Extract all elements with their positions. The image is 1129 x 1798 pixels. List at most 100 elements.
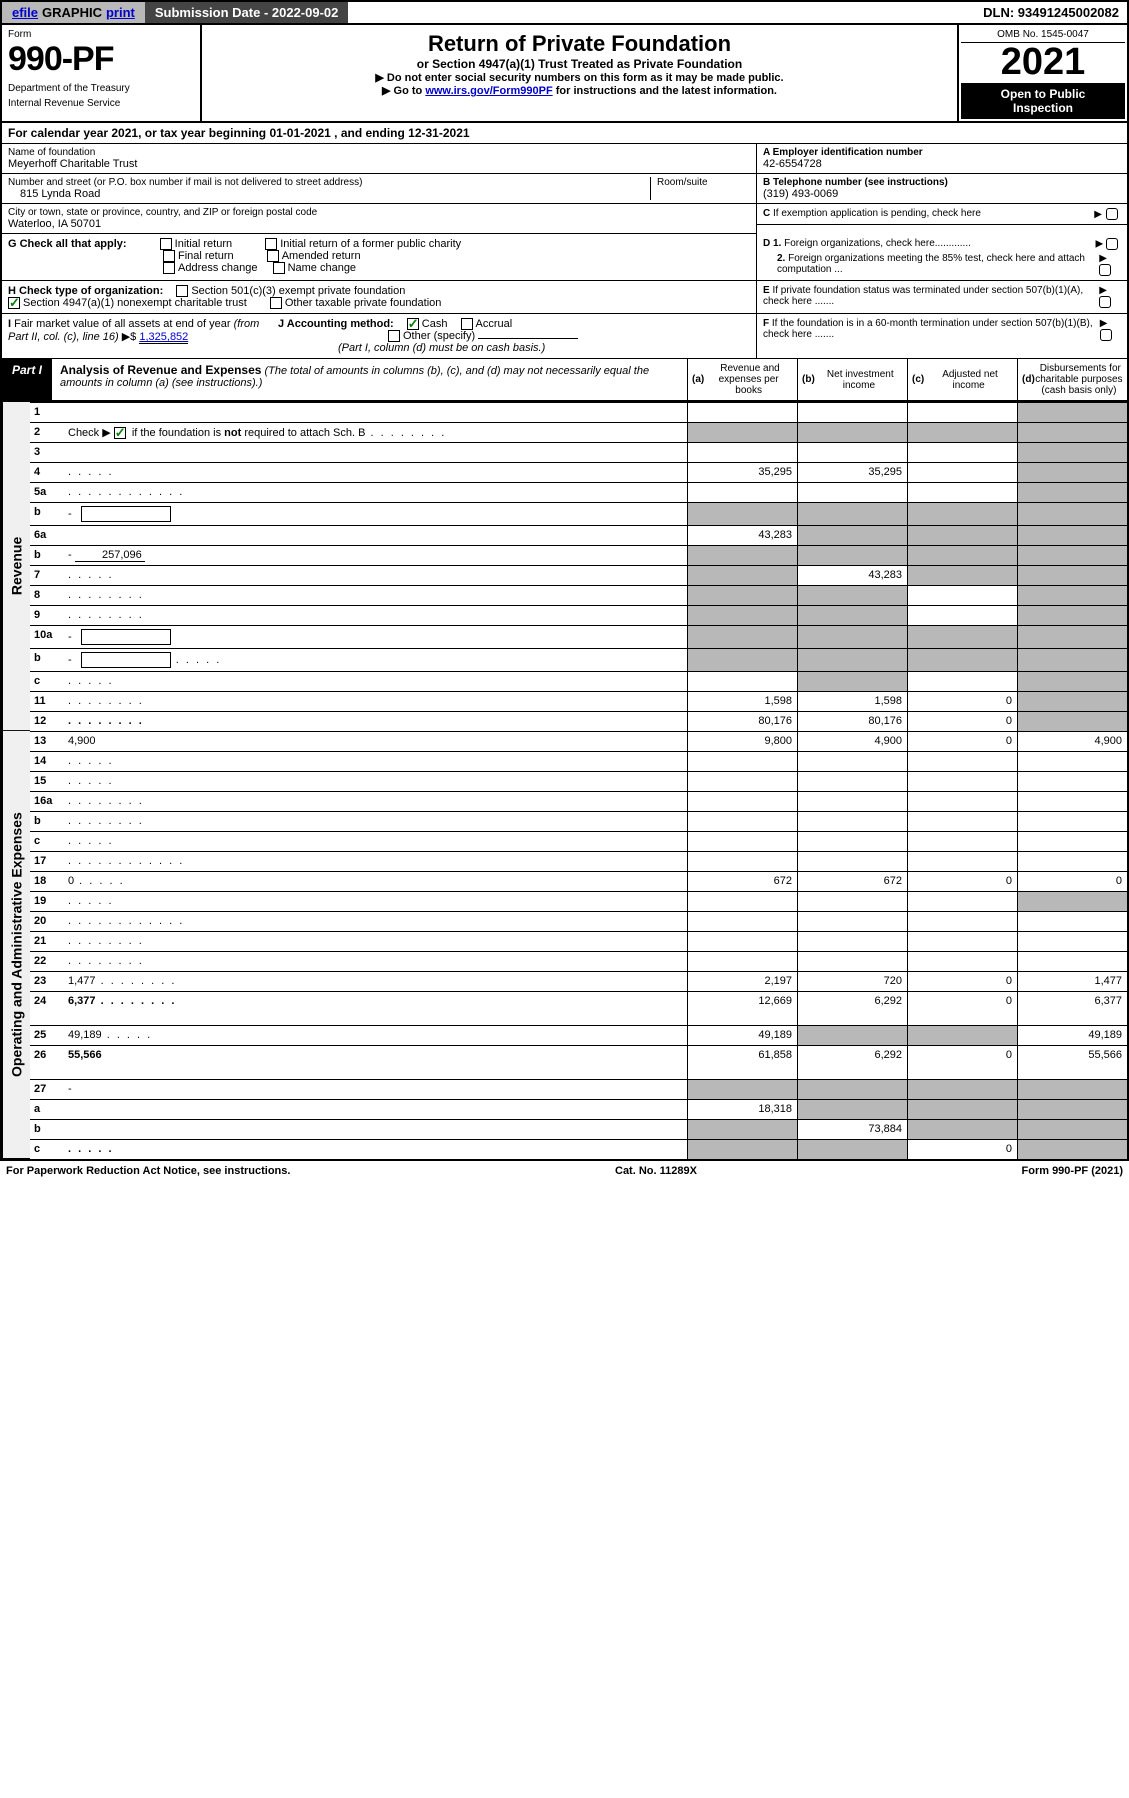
dln: DLN: 93491245002082 — [975, 2, 1127, 23]
cell-c-c: 0 — [907, 1139, 1017, 1159]
cell-22-b — [797, 951, 907, 971]
cell-19-b — [797, 891, 907, 911]
foundation-name-label: Name of foundation — [8, 147, 750, 158]
ein-cell: A Employer identification number 42-6554… — [757, 144, 1127, 174]
cell-4-d — [1017, 462, 1127, 482]
cell-b-d — [1017, 502, 1127, 525]
line-num-4: 4 — [30, 462, 66, 482]
cell-26-d: 55,566 — [1017, 1045, 1127, 1079]
line-num-26: 26 — [30, 1045, 66, 1079]
form-word: Form — [8, 29, 194, 40]
cell-6a-a: 43,283 — [687, 525, 797, 545]
line-num-3: 3 — [30, 442, 66, 462]
line-desc-c — [66, 831, 687, 851]
phone-cell: B Telephone number (see instructions) (3… — [757, 174, 1127, 204]
cell-8-c — [907, 585, 1017, 605]
cell-11-a: 1,598 — [687, 691, 797, 711]
cell-19-a — [687, 891, 797, 911]
cell-a-a: 18,318 — [687, 1099, 797, 1119]
cell-11-d — [1017, 691, 1127, 711]
line-desc-b — [66, 1119, 687, 1139]
cell-2-b — [797, 422, 907, 442]
g-name-checkbox[interactable] — [273, 262, 285, 274]
d2-checkbox[interactable] — [1099, 264, 1111, 276]
j-cash-checkbox[interactable] — [407, 318, 419, 330]
instr-goto-pre: ▶ Go to — [382, 85, 425, 97]
g-initial-checkbox[interactable] — [160, 238, 172, 250]
cell-1-c — [907, 402, 1017, 422]
cell-b-d — [1017, 811, 1127, 831]
cell-4-b: 35,295 — [797, 462, 907, 482]
d1-checkbox[interactable] — [1106, 238, 1118, 250]
cell-2-c — [907, 422, 1017, 442]
form-title: Return of Private Foundation — [210, 31, 949, 57]
line-num-6a: 6a — [30, 525, 66, 545]
cell-c-d — [1017, 1139, 1127, 1159]
part1-desc: Analysis of Revenue and Expenses (The to… — [52, 359, 687, 400]
cell-12-c: 0 — [907, 711, 1017, 731]
cell-c-b — [797, 671, 907, 691]
line2-checkbox[interactable] — [114, 427, 126, 439]
line-num-c: c — [30, 671, 66, 691]
h-4947-checkbox[interactable] — [8, 297, 20, 309]
j-label: J Accounting method: — [278, 318, 394, 330]
line-desc-10a: - — [66, 625, 687, 648]
col-b-head: (b) Net investment income — [797, 359, 907, 400]
g-amended-checkbox[interactable] — [267, 250, 279, 262]
g-final-checkbox[interactable] — [163, 250, 175, 262]
cell-24-a: 12,669 — [687, 991, 797, 1025]
cell-b-b — [797, 811, 907, 831]
cell-c-c — [907, 831, 1017, 851]
line-num-b: b — [30, 502, 66, 525]
cell-1-d — [1017, 402, 1127, 422]
side-revenue: Revenue — [2, 402, 30, 731]
g-amended-label: Amended return — [282, 250, 361, 262]
efile-link[interactable]: efile — [12, 5, 38, 20]
h-501c3-checkbox[interactable] — [176, 285, 188, 297]
cell-15-d — [1017, 771, 1127, 791]
line-desc-c — [66, 671, 687, 691]
cell-9-c — [907, 605, 1017, 625]
g-address-label: Address change — [178, 262, 258, 274]
j-accrual-checkbox[interactable] — [461, 318, 473, 330]
line-num-b: b — [30, 811, 66, 831]
g-address-checkbox[interactable] — [163, 262, 175, 274]
cell-a-b — [797, 1099, 907, 1119]
line-desc-14 — [66, 751, 687, 771]
cell-11-c: 0 — [907, 691, 1017, 711]
cell-16a-b — [797, 791, 907, 811]
cell-23-c: 0 — [907, 971, 1017, 991]
instr-link[interactable]: www.irs.gov/Form990PF — [425, 85, 552, 97]
c-checkbox[interactable] — [1106, 208, 1118, 220]
print-link[interactable]: print — [106, 5, 135, 20]
cell-20-c — [907, 911, 1017, 931]
f-checkbox[interactable] — [1100, 329, 1112, 341]
line-num-9: 9 — [30, 605, 66, 625]
cell-26-c: 0 — [907, 1045, 1017, 1079]
cell-9-d — [1017, 605, 1127, 625]
g-initial-label: Initial return — [175, 238, 232, 250]
cell-17-d — [1017, 851, 1127, 871]
cell-b-c — [907, 811, 1017, 831]
cell-20-b — [797, 911, 907, 931]
cell-c-c — [907, 671, 1017, 691]
cell-16a-a — [687, 791, 797, 811]
h-org-type-row: H Check type of organization: Section 50… — [2, 281, 757, 313]
line-desc-7 — [66, 565, 687, 585]
line-num-a: a — [30, 1099, 66, 1119]
g-check-row: G Check all that apply: Initial return I… — [2, 234, 757, 280]
h-other-taxable-checkbox[interactable] — [270, 297, 282, 309]
cell-19-d — [1017, 891, 1127, 911]
e-checkbox[interactable] — [1099, 296, 1111, 308]
cell-c-a — [687, 671, 797, 691]
topbar-left: efile GRAPHIC print — [2, 2, 145, 23]
open-line2: Inspection — [963, 101, 1123, 115]
cell-14-c — [907, 751, 1017, 771]
cell-21-c — [907, 931, 1017, 951]
g-initial-former-checkbox[interactable] — [265, 238, 277, 250]
cell-25-a: 49,189 — [687, 1025, 797, 1045]
f-60month-row: F If the foundation is in a 60-month ter… — [757, 314, 1127, 358]
form-subtitle: or Section 4947(a)(1) Trust Treated as P… — [210, 57, 949, 71]
g-name-label: Name change — [288, 262, 357, 274]
j-other-checkbox[interactable] — [388, 330, 400, 342]
